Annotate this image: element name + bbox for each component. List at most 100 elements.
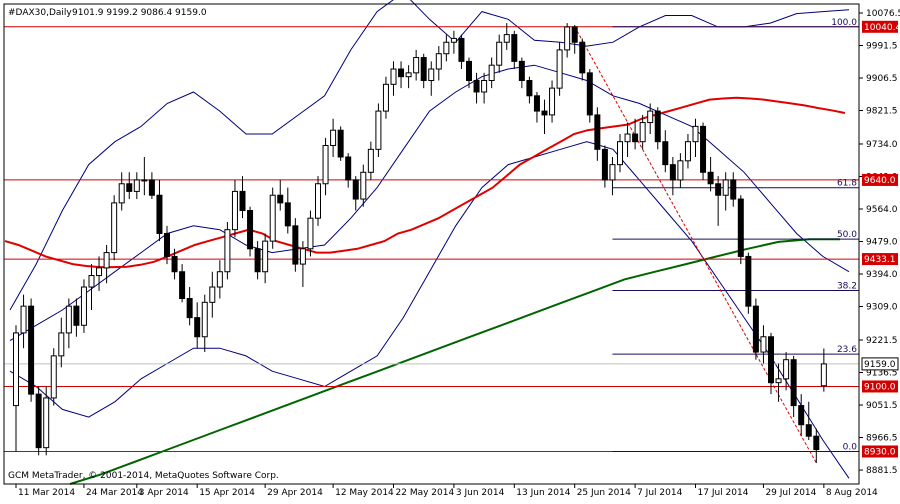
candle-bull xyxy=(315,183,321,219)
x-tick-label: 17 Jul 2014 xyxy=(698,488,749,498)
fib-trend-line xyxy=(574,26,817,464)
candle-bull xyxy=(684,141,691,162)
candles xyxy=(13,23,827,463)
candle-bull xyxy=(65,305,72,334)
candle-bear xyxy=(458,37,465,62)
candle-bull xyxy=(820,363,827,387)
x-tick-label: 15 Apr 2014 xyxy=(199,488,255,498)
candle-bull xyxy=(88,275,95,288)
candle-bear xyxy=(164,232,170,257)
y-tick-label: 9991.5 xyxy=(866,41,898,51)
candle-bear xyxy=(28,305,35,395)
candle-bear xyxy=(337,129,344,158)
candle-bear xyxy=(179,271,186,300)
candle-bull xyxy=(775,378,782,384)
candle-bear xyxy=(398,68,405,78)
candle-bull xyxy=(103,252,110,269)
candle-bull xyxy=(262,240,269,273)
y-axis: 10076.59991.59906.59821.59734.09649.0956… xyxy=(859,9,900,476)
y-tick-label: 9479.0 xyxy=(866,238,898,248)
candle-bull xyxy=(133,179,140,192)
candle-bull xyxy=(556,49,563,89)
candle-bull xyxy=(216,271,223,288)
fib-level-label: 0.0 xyxy=(843,442,858,452)
candle-bear xyxy=(745,255,752,307)
candle-bear xyxy=(292,225,299,265)
y-tick-label: 10076.5 xyxy=(866,9,900,19)
candle-bull xyxy=(617,141,623,166)
candle-bear xyxy=(284,202,291,227)
candle-bull xyxy=(201,301,208,338)
candle-bull xyxy=(58,332,65,357)
y-tick-label: 9309.0 xyxy=(866,303,898,313)
candle-bear xyxy=(239,190,246,212)
candle-bull xyxy=(488,64,495,81)
x-tick-label: 22 May 2014 xyxy=(396,488,455,498)
x-tick-label: 29 Apr 2014 xyxy=(267,488,323,498)
ohlc-readout: 9101.9 9199.2 9086.4 9159.0 xyxy=(72,8,207,18)
y-tick-label: 9051.5 xyxy=(866,401,898,411)
x-tick-label: 29 Jul 2014 xyxy=(765,488,816,498)
candle-bull xyxy=(496,41,503,66)
candle-bear xyxy=(662,141,669,166)
candle-bear xyxy=(813,435,820,451)
level-label: 9100.0 xyxy=(864,382,896,392)
candle-bull xyxy=(405,72,412,78)
candle-bear xyxy=(571,26,578,43)
y-tick-label: 9136.5 xyxy=(866,369,898,379)
candle-bear xyxy=(126,183,133,192)
candle-bear xyxy=(669,164,676,181)
fib-level-label: 38.2 xyxy=(837,282,857,292)
candle-bear xyxy=(798,405,805,426)
y-tick-label: 9734.0 xyxy=(866,140,898,150)
candle-bear xyxy=(511,34,518,62)
candle-bear xyxy=(632,133,639,143)
moving-average-green-line xyxy=(69,238,840,485)
candle-bear xyxy=(473,79,480,93)
candle-bull xyxy=(307,217,314,250)
x-tick-label: 3 Jun 2014 xyxy=(456,488,505,498)
level-label-bg xyxy=(862,173,898,186)
candle-bear xyxy=(805,424,812,437)
candle-bull xyxy=(96,267,103,277)
candle-bear xyxy=(254,248,261,273)
candle-bear xyxy=(148,179,155,196)
candle-bear xyxy=(601,148,608,181)
y-tick-label: 9394.0 xyxy=(866,270,898,280)
candle-bull xyxy=(677,160,684,181)
candle-bear xyxy=(730,179,737,200)
candle-bear xyxy=(533,95,540,112)
y-tick-label: 8966.5 xyxy=(866,434,898,444)
level-label: 9640.0 xyxy=(864,176,896,186)
candle-bull xyxy=(639,122,646,143)
candle-bull xyxy=(330,129,337,147)
candle-bull xyxy=(209,286,216,303)
candle-bear xyxy=(752,305,759,353)
candle-bull xyxy=(360,171,367,200)
candle-bull xyxy=(443,41,450,55)
candle-bull xyxy=(50,355,57,399)
candle-bull xyxy=(299,248,306,265)
candle-bull xyxy=(20,305,27,334)
level-label-bg xyxy=(862,253,898,266)
candle-bear xyxy=(700,125,707,173)
candle-bear xyxy=(526,79,533,97)
x-tick-label: 12 May 2014 xyxy=(335,488,394,498)
candle-bull xyxy=(783,359,790,380)
candle-bear xyxy=(156,194,163,234)
candle-bear xyxy=(790,359,797,407)
plot-frame xyxy=(3,3,860,485)
fib-level-label: 100.0 xyxy=(831,18,857,28)
x-tick-label: 25 Jun 2014 xyxy=(577,488,631,498)
symbol-title: #DAX30,Daily xyxy=(8,8,72,18)
candle-bull xyxy=(382,83,389,112)
price-labels: 10040.4 9640.0 9433.1 9100.0 8930.0 9159.0 xyxy=(861,20,900,458)
bollinger-lower-line xyxy=(9,141,850,479)
x-tick-label: 8 Aug 2014 xyxy=(826,488,878,498)
candle-bull xyxy=(413,57,420,74)
x-tick-label: 11 Mar 2014 xyxy=(18,488,75,498)
y-tick-label: 9564.0 xyxy=(866,205,898,215)
x-tick-label: 13 Jun 2014 xyxy=(516,488,570,498)
candle-bear xyxy=(541,110,548,116)
